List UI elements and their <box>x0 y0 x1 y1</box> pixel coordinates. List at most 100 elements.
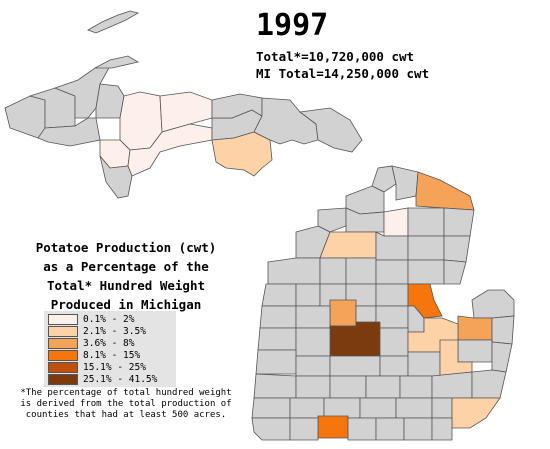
county-ottawa <box>255 349 297 375</box>
county-iosco <box>443 259 467 285</box>
county-ingham <box>365 375 401 399</box>
county-oakland <box>431 371 473 399</box>
mi-total-line: MI Total=14,250,000 cwt <box>256 66 430 81</box>
footnote-line: is derived from the total production of <box>20 399 232 409</box>
legend-item: 8.1% - 15% <box>48 349 140 361</box>
legend-label: 15.1% - 25% <box>83 361 146 373</box>
county-gogebic <box>4 95 46 139</box>
county-mecosta <box>295 305 331 329</box>
county-washtenaw <box>395 397 433 419</box>
county-allegan <box>253 373 297 399</box>
county-muskegon <box>257 327 297 351</box>
legend-label: 2.1% - 3.5% <box>83 325 146 337</box>
legend-title: Potatoe Production (cwt) as a Percentage… <box>8 238 244 314</box>
upper-peninsula <box>4 55 363 199</box>
county-crawford <box>407 235 445 261</box>
legend-label: 25.1% - 41.5% <box>83 373 158 385</box>
county-gratiot <box>379 327 409 357</box>
county-newaygo <box>329 299 357 327</box>
county-monroe <box>431 417 453 441</box>
legend-item: 15.1% - 25% <box>48 361 146 373</box>
county-leelanau <box>317 207 347 233</box>
county-alcona <box>443 235 471 263</box>
county-roscommon <box>375 259 409 285</box>
footnote: *The percentage of total hundred weight … <box>6 388 246 421</box>
county-st-clair <box>491 341 513 373</box>
legend-title-line: Potatoe Production (cwt) <box>35 240 217 255</box>
county-lapeer <box>457 339 493 363</box>
county-lake <box>295 283 321 307</box>
legend-swatch <box>48 313 78 325</box>
county-grand-traverse <box>319 231 377 259</box>
county-kent <box>295 327 331 357</box>
county-baraga <box>95 83 125 119</box>
county-luce <box>211 93 263 119</box>
county-wayne-east <box>451 397 501 429</box>
footnote-line: counties that had at least 500 acres. <box>25 410 227 420</box>
legend-swatch <box>48 373 78 385</box>
county-barry <box>295 375 331 399</box>
county-emmet <box>371 165 397 193</box>
county-montmorency <box>407 207 445 237</box>
legend-title-line: Total* Hundred Weight <box>46 278 206 293</box>
county-genesee <box>407 351 441 377</box>
county-cass <box>289 417 319 441</box>
county-menominee <box>99 155 133 199</box>
county-kalkaska <box>375 231 409 261</box>
legend-item: 25.1% - 41.5% <box>48 373 157 385</box>
county-chippewa <box>253 97 319 145</box>
county-berrien <box>251 417 291 441</box>
county-charlevoix <box>345 185 385 215</box>
legend-label: 3.6% - 8% <box>83 337 135 349</box>
county-shiawassee <box>379 355 409 377</box>
county-ogemaw <box>407 259 445 285</box>
county-oceana <box>259 305 297 329</box>
legend-swatch <box>48 325 78 337</box>
county-branch <box>347 417 377 441</box>
county-otsego <box>383 207 409 237</box>
county-jackson <box>359 397 397 419</box>
county-calhoun <box>323 397 361 419</box>
county-isle-royale <box>87 10 140 34</box>
county-cheboygan <box>391 165 419 201</box>
county-macomb <box>471 369 507 399</box>
county-mason <box>261 283 297 307</box>
county-manistee <box>267 257 321 285</box>
legend-title-line: as a Percentage of the <box>43 259 209 274</box>
footnote-line: *The percentage of total hundred weight <box>20 388 232 398</box>
total-line: Total*=10,720,000 cwt <box>256 49 415 64</box>
legend-label: 0.1% - 2% <box>83 313 135 325</box>
county-huron <box>471 289 515 319</box>
year-heading: 1997 <box>256 8 329 43</box>
county-presque-isle <box>415 171 475 211</box>
county-delta <box>127 123 213 177</box>
county-lenawee <box>403 417 433 441</box>
legend-item: 2.1% - 3.5% <box>48 325 146 337</box>
county-alpena <box>443 207 475 237</box>
county-eaton <box>329 375 367 399</box>
county-hillsdale <box>375 417 405 441</box>
legend-swatch <box>48 349 78 361</box>
legend-swatch <box>48 337 78 349</box>
county-mackinac <box>211 131 273 177</box>
county-keweenaw <box>94 55 140 69</box>
county-clinton <box>329 355 381 377</box>
county-gladwin <box>375 283 409 307</box>
legend-swatch <box>48 361 78 373</box>
totals-block: Total*=10,720,000 cwt MI Total=14,250,00… <box>256 48 429 82</box>
county-livingston <box>399 375 433 399</box>
county-van-buren <box>251 397 291 419</box>
county-sanilac <box>491 315 515 345</box>
lower-peninsula <box>251 165 515 441</box>
county-kalamazoo <box>289 397 325 419</box>
county-iron <box>37 117 101 147</box>
county-montcalm <box>329 321 381 357</box>
legend-item: 3.6% - 8% <box>48 337 134 349</box>
county-missaukee <box>345 257 377 285</box>
county-ionia <box>295 355 331 377</box>
county-st-joseph <box>317 415 349 439</box>
legend-item: 0.1% - 2% <box>48 313 134 325</box>
legend-label: 8.1% - 15% <box>83 349 141 361</box>
county-genesee-east <box>439 339 473 377</box>
